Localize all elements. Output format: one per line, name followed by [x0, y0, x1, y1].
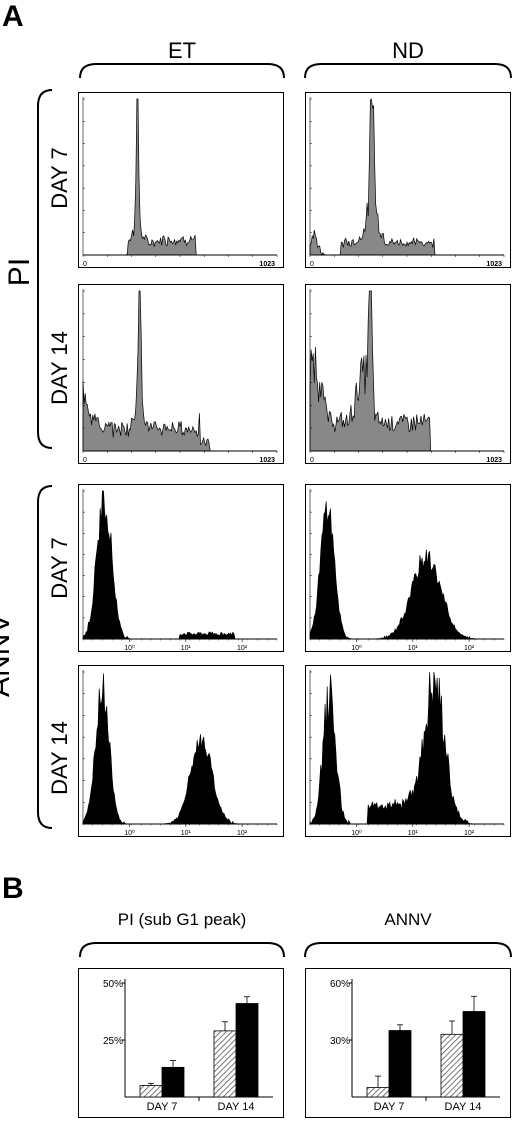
histogram-trace-nd-day14 — [309, 671, 504, 826]
bar-hatched-day7 — [366, 1087, 390, 1098]
bar-chart-braces — [79, 942, 512, 958]
column-header-nd: ND — [392, 38, 424, 63]
histogram-x-tick-label: 10¹ — [181, 645, 192, 651]
histogram-annv-nd-day14: 10⁰ 10¹ 10² — [305, 665, 511, 837]
bar-hatched-day14 — [440, 1033, 464, 1098]
bar-chart-title-annv: ANNV — [384, 910, 432, 929]
histogram-x-tick-label: 10⁰ — [124, 644, 135, 651]
row-label-pi-day14: DAY 14 — [47, 331, 72, 405]
row-label-annv-day7: DAY 7 — [47, 537, 72, 599]
bar-chart-title-pi: PI (sub G1 peak) — [117, 910, 247, 929]
bar-category-label: DAY 7 — [374, 1101, 405, 1113]
bar-y-tick-label: 60% — [330, 979, 350, 990]
bar-category-label: DAY 7 — [147, 1101, 178, 1113]
bar-y-tick-label: 25% — [103, 1036, 123, 1047]
histogram-x-tick-label: 0 — [83, 457, 87, 463]
bar-y-tick-label: 30% — [330, 1036, 350, 1047]
bar-hatched-day7 — [139, 1085, 163, 1098]
panel-b-letter: B — [2, 872, 24, 905]
histogram-x-tick-label: 10¹ — [181, 830, 192, 836]
bar-chart-annv-frame: 30% 60% DAY 7 DAY 14 — [305, 968, 511, 1118]
bar-solid-day14 — [462, 1011, 486, 1098]
bar-solid-day7 — [388, 1030, 412, 1098]
histogram-trace-nd-day7 — [309, 98, 504, 256]
histogram-x-tick-label: 10² — [464, 830, 475, 836]
histogram-x-tick-label: 1023 — [259, 457, 275, 463]
histogram-x-tick-label: 10⁰ — [351, 829, 362, 836]
column-header-et: ET — [167, 38, 197, 63]
histogram-pi-et-day7: 0 1023 — [78, 92, 284, 268]
histogram-x-tick-label: 10¹ — [408, 645, 419, 651]
histogram-x-tick-label: 1023 — [259, 261, 275, 267]
bar-chart-pi-frame: 25% 50% DAY 7 DAY 14 — [78, 968, 284, 1118]
histogram-x-tick-label: 1023 — [486, 261, 502, 267]
column-braces — [79, 63, 512, 79]
histogram-trace-et-day7 — [83, 98, 277, 256]
histogram-trace-nd-day7 — [309, 501, 504, 640]
bar-y-tick-label: 50% — [103, 979, 123, 990]
row-braces — [37, 89, 53, 829]
row-label-annv-day14: DAY 14 — [47, 721, 72, 795]
histogram-x-tick-label: 10² — [464, 645, 475, 651]
histogram-pi-et-day14: 0 1023 — [78, 284, 284, 464]
bar-chart-annv: 30% 60% DAY 7 DAY 14 — [330, 979, 500, 1113]
row-label-pi-day7: DAY 7 — [47, 147, 72, 209]
histogram-annv-et-day7: 10⁰ 10¹ 10² — [78, 484, 284, 652]
group-label-annv: ANNV — [0, 613, 16, 697]
histogram-trace-nd-day14 — [309, 290, 504, 452]
bar-category-label: DAY 14 — [218, 1101, 255, 1113]
histogram-trace-et-day7 — [82, 490, 277, 640]
histogram-x-tick-label: 10² — [237, 830, 248, 836]
histogram-trace-et-day14 — [82, 673, 277, 825]
histogram-pi-nd-day14: 0 1023 — [305, 284, 511, 464]
histogram-x-tick-label: 10¹ — [408, 830, 419, 836]
histogram-x-tick-label: 0 — [83, 261, 87, 267]
histogram-annv-et-day14: 10⁰ 10¹ 10² — [78, 665, 284, 837]
bar-solid-day14 — [235, 1003, 259, 1098]
histogram-x-tick-label: 1023 — [486, 457, 502, 463]
histogram-trace-et-day14 — [82, 290, 277, 452]
histogram-x-tick-label: 10⁰ — [351, 644, 362, 651]
bar-category-label: DAY 14 — [445, 1101, 482, 1113]
bar-hatched-day14 — [213, 1030, 237, 1098]
bar-chart-pi: 25% 50% DAY 7 DAY 14 — [103, 979, 273, 1113]
histogram-x-tick-label: 0 — [310, 261, 314, 267]
bar-solid-day7 — [161, 1066, 185, 1098]
histogram-x-tick-label: 0 — [310, 457, 314, 463]
panel-a-letter: A — [2, 0, 24, 33]
histogram-pi-nd-day7: 0 1023 — [305, 92, 511, 268]
histogram-x-tick-label: 10⁰ — [124, 829, 135, 836]
group-label-pi: PI — [3, 257, 36, 287]
histogram-annv-nd-day7: 10⁰ 10¹ 10² — [305, 484, 511, 652]
histogram-x-tick-label: 10² — [237, 645, 248, 651]
